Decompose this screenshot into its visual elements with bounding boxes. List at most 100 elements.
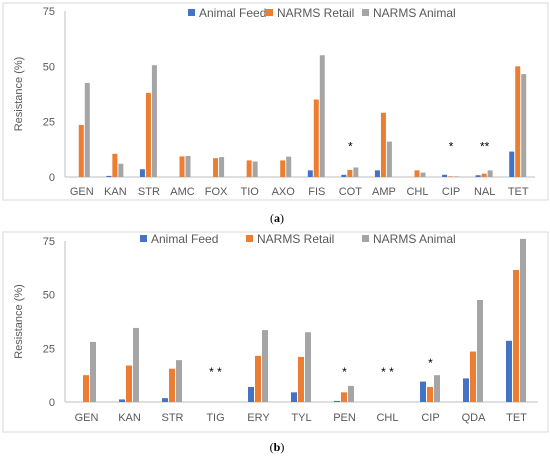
bar-narms-retail-cip — [427, 386, 433, 402]
x-tick-label-nal: NAL — [474, 186, 495, 198]
x-tick-label-qda: QDA — [462, 412, 487, 424]
chart-b-caption: (b) — [270, 440, 285, 454]
x-tick-label-cot: COT — [339, 186, 363, 198]
legend-label-narms-retail: NARMS Retail — [277, 6, 354, 20]
y-tick-label: 0 — [49, 172, 55, 184]
bar-animal-feed-fis — [307, 170, 313, 177]
x-tick-label-kan: KAN — [104, 186, 127, 198]
bar-narms-retail-kan — [112, 153, 118, 177]
bar-animal-feed-str — [139, 169, 145, 177]
bar-narms-retail-pen — [341, 392, 347, 402]
bar-narms-retail-tyl — [298, 356, 304, 402]
legend-swatch-narms-retail — [246, 235, 253, 242]
x-tick-label-tig: TIG — [206, 412, 224, 424]
legend-swatch-narms-animal — [362, 235, 369, 242]
bar-narms-retail-str — [169, 368, 175, 402]
bar-narms-animal-fis — [319, 55, 325, 178]
bar-narms-retail-qda — [470, 351, 476, 402]
bar-narms-retail-tio — [246, 160, 252, 177]
bar-narms-animal-tyl — [305, 332, 311, 402]
chart-a-frame — [2, 2, 549, 201]
legend-label-narms-animal: NARMS Animal — [373, 232, 456, 246]
y-tick-label: 50 — [43, 61, 55, 73]
x-tick-label-gen: GEN — [75, 412, 99, 424]
bar-narms-animal-str — [151, 65, 157, 177]
bar-animal-feed-tyl — [291, 392, 297, 402]
bar-narms-animal-tio — [252, 161, 258, 177]
x-tick-label-tio: TIO — [240, 186, 259, 198]
bar-animal-feed-tet — [509, 151, 515, 177]
significance-marker-tig: * * — [209, 365, 222, 379]
bar-narms-animal-tet — [520, 238, 526, 402]
significance-marker-cip: * — [428, 356, 433, 370]
bar-narms-retail-amp — [380, 112, 386, 177]
bar-narms-retail-fox — [213, 158, 219, 177]
x-tick-label-cip: CIP — [421, 412, 439, 424]
y-tick-label: 75 — [43, 236, 55, 248]
bar-narms-animal-cip — [454, 176, 460, 177]
significance-marker-pen: * — [342, 365, 347, 379]
bar-narms-animal-kan — [118, 163, 124, 177]
x-tick-label-axo: AXO — [272, 186, 296, 198]
x-tick-label-fox: FOX — [205, 186, 228, 198]
bar-narms-animal-cip — [434, 375, 440, 402]
x-tick-label-fis: FIS — [308, 186, 325, 198]
bar-narms-retail-nal — [481, 173, 487, 177]
significance-marker-cot: * — [348, 139, 353, 153]
bar-animal-feed-qda — [463, 378, 469, 402]
bar-narms-animal-nal — [487, 170, 493, 177]
bar-animal-feed-cip — [420, 381, 426, 402]
x-tick-label-cip: CIP — [442, 186, 460, 198]
bar-narms-retail-gen — [78, 124, 84, 177]
bar-narms-retail-axo — [280, 160, 286, 177]
bar-narms-animal-kan — [133, 327, 139, 402]
significance-marker-chl: * * — [381, 365, 394, 379]
bar-animal-feed-nal — [475, 175, 481, 177]
bar-animal-feed-str — [162, 398, 168, 402]
bar-narms-retail-kan — [126, 365, 132, 402]
x-tick-label-gen: GEN — [70, 186, 94, 198]
x-tick-label-kan: KAN — [118, 412, 141, 424]
bar-narms-retail-fis — [313, 99, 319, 177]
legend-label-animal-feed: Animal Feed — [151, 232, 218, 246]
bar-animal-feed-ery — [248, 386, 254, 402]
bar-animal-feed-pen — [334, 400, 340, 402]
bar-narms-animal-str — [176, 360, 182, 402]
bar-narms-animal-tet — [521, 74, 527, 177]
bar-narms-animal-amp — [386, 141, 392, 177]
bar-animal-feed-tet — [506, 340, 512, 402]
bar-narms-retail-ery — [255, 355, 261, 402]
bar-narms-retail-tet — [513, 269, 519, 402]
bar-narms-animal-gen — [90, 341, 96, 402]
y-tick-label: 25 — [43, 117, 55, 129]
legend-swatch-animal-feed — [188, 9, 195, 16]
x-tick-label-ery: ERY — [247, 412, 270, 424]
x-tick-label-amp: AMP — [372, 186, 396, 198]
bar-narms-retail-cip — [448, 176, 454, 177]
y-tick-label: 25 — [43, 343, 55, 355]
bar-animal-feed-cip — [442, 174, 448, 177]
bar-narms-retail-chl — [414, 170, 420, 177]
x-tick-label-str: STR — [138, 186, 160, 198]
legend-swatch-narms-animal — [362, 9, 369, 16]
y-tick-label: 75 — [43, 6, 55, 18]
y-tick-label: 0 — [49, 397, 55, 409]
bar-narms-animal-fox — [219, 157, 225, 177]
x-tick-label-pen: PEN — [333, 412, 356, 424]
bar-narms-animal-cot — [353, 167, 359, 177]
x-tick-label-amc: AMC — [170, 186, 195, 198]
x-tick-label-tyl: TYL — [291, 412, 311, 424]
chart-b-group: 0 25 50 75 Resistance (%) GEN KAN STR TIG ERY TYL P… — [2, 231, 549, 454]
legend-label-narms-animal: NARMS Animal — [373, 6, 456, 20]
bar-animal-feed-kan — [106, 175, 112, 177]
chart-a-caption: (a) — [270, 211, 284, 225]
bar-animal-feed-kan — [119, 399, 125, 402]
bar-animal-feed-amp — [374, 170, 380, 177]
y-axis-label: Resistance (%) — [13, 284, 25, 359]
bar-narms-retail-amc — [179, 156, 185, 177]
legend-swatch-narms-retail — [266, 9, 273, 16]
bar-narms-animal-qda — [477, 300, 483, 402]
x-tick-label-tet: TET — [506, 412, 527, 424]
significance-marker-cip: * — [449, 139, 454, 153]
